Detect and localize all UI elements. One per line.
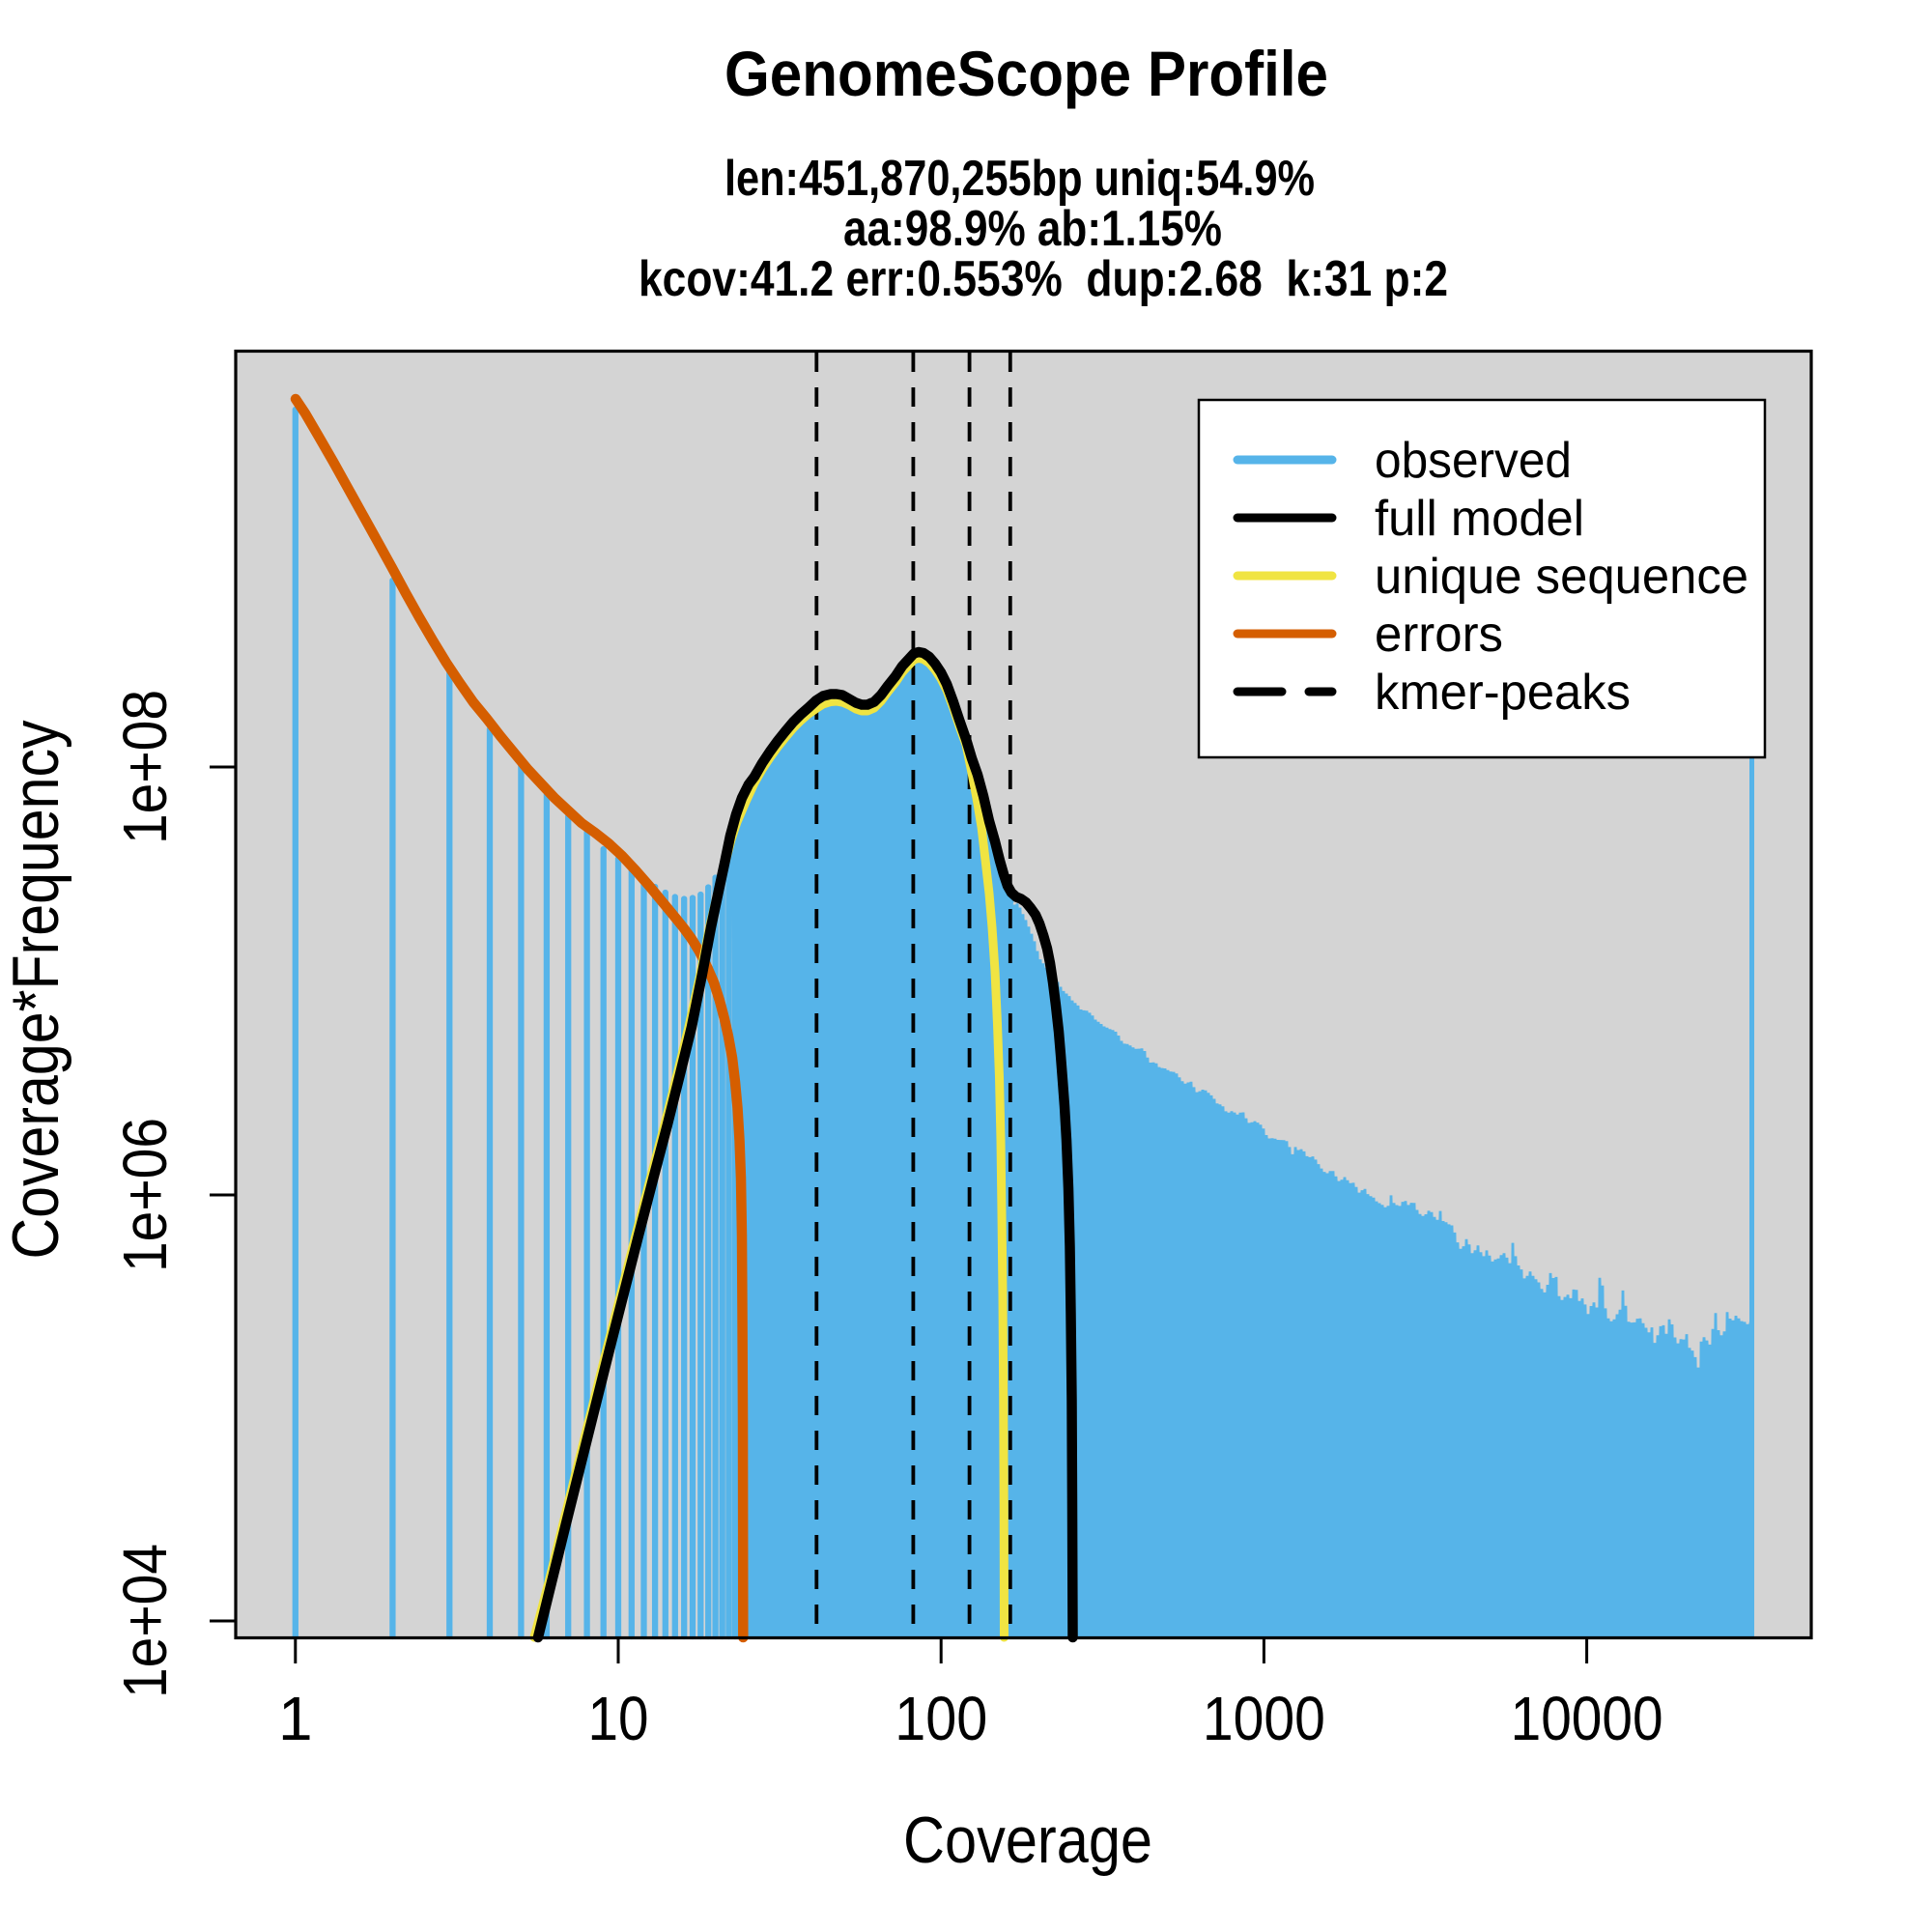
svg-text:1e+08: 1e+08 (110, 690, 180, 844)
svg-text:1e+06: 1e+06 (110, 1118, 180, 1272)
svg-text:aa:98.9% ab:1.15%: aa:98.9% ab:1.15% (843, 201, 1222, 257)
svg-text:unique sequence: unique sequence (1375, 549, 1748, 605)
svg-text:full model: full model (1375, 491, 1584, 547)
svg-text:kmer-peaks: kmer-peaks (1375, 665, 1631, 721)
svg-text:kcov:41.2 err:0.553% dup:2.68: kcov:41.2 err:0.553% dup:2.68 k:31 p:2 (639, 251, 1448, 307)
svg-text:10000: 10000 (1511, 1684, 1663, 1753)
svg-text:Coverage: Coverage (903, 1804, 1152, 1877)
svg-text:1000: 1000 (1203, 1684, 1325, 1753)
svg-text:errors: errors (1375, 607, 1503, 663)
svg-text:10: 10 (588, 1684, 649, 1753)
svg-text:Coverage*Frequency: Coverage*Frequency (0, 721, 72, 1260)
svg-text:100: 100 (895, 1684, 987, 1753)
svg-text:1e+04: 1e+04 (110, 1544, 180, 1698)
svg-text:observed: observed (1375, 433, 1572, 489)
svg-text:1: 1 (278, 1684, 313, 1753)
svg-text:len:451,870,255bp uniq:54.9%: len:451,870,255bp uniq:54.9% (724, 151, 1315, 207)
svg-text:GenomeScope Profile: GenomeScope Profile (724, 38, 1328, 109)
